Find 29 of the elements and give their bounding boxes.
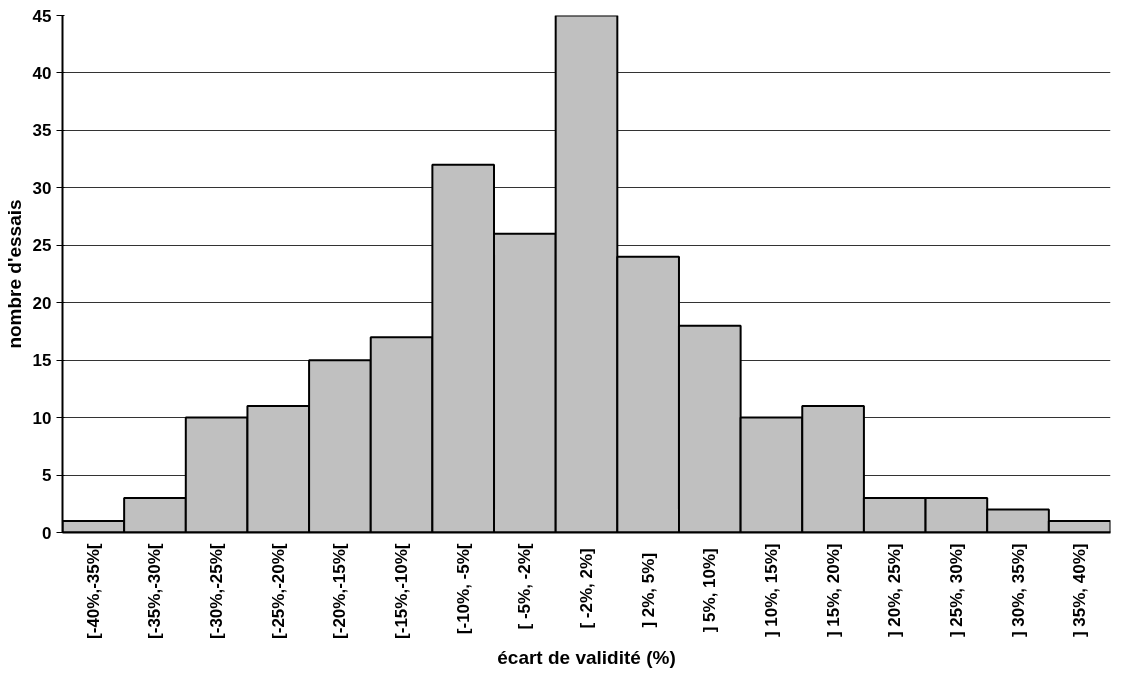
x-tick-label: [-25%,-20%[ (268, 543, 288, 639)
y-tick-label: 45 (32, 6, 52, 26)
y-tick-label: 0 (42, 523, 52, 543)
x-tick-label: [ -2%, 2%] (577, 548, 596, 629)
y-tick-label: 15 (32, 351, 52, 371)
y-tick-label: 35 (32, 121, 52, 141)
y-axis-title: nombre d'essais (3, 199, 25, 349)
x-tick-label: [-20%,-15%[ (330, 543, 350, 639)
x-tick-label: [ -5%, -2%[ (515, 543, 535, 630)
x-tick-label: ] 15%, 20%] (823, 543, 843, 638)
x-tick-label: ] 10%, 15%] (761, 543, 781, 638)
x-tick-label: [-35%,-30%[ (145, 543, 165, 639)
x-tick-label: ] 25%, 30%] (946, 543, 966, 638)
y-tick-label: 5 (42, 466, 52, 486)
x-tick-label: [-40%,-35%[ (83, 543, 103, 639)
x-tick-label: [-30%,-25%[ (207, 543, 227, 639)
x-axis-title: écart de validité (%) (497, 646, 676, 668)
y-tick-label: 10 (32, 408, 52, 428)
x-tick-label: [-15%,-10%[ (392, 543, 412, 639)
y-tick-label: 25 (32, 236, 52, 256)
x-tick-label: ] 5%, 10%] (700, 548, 720, 633)
y-tick-label: 30 (32, 178, 52, 198)
x-tick-label: ] 35%, 40%] (1070, 543, 1090, 638)
x-tick-label: ] 20%, 25%] (885, 543, 905, 638)
x-tick-label: ] 2%, 5%] (638, 552, 658, 628)
y-tick-label: 20 (32, 293, 52, 313)
x-tick-label: ] 30%, 35%] (1008, 543, 1028, 638)
y-tick-label: 40 (32, 63, 52, 83)
x-tick-label: [-10%, -5%[ (453, 543, 473, 635)
